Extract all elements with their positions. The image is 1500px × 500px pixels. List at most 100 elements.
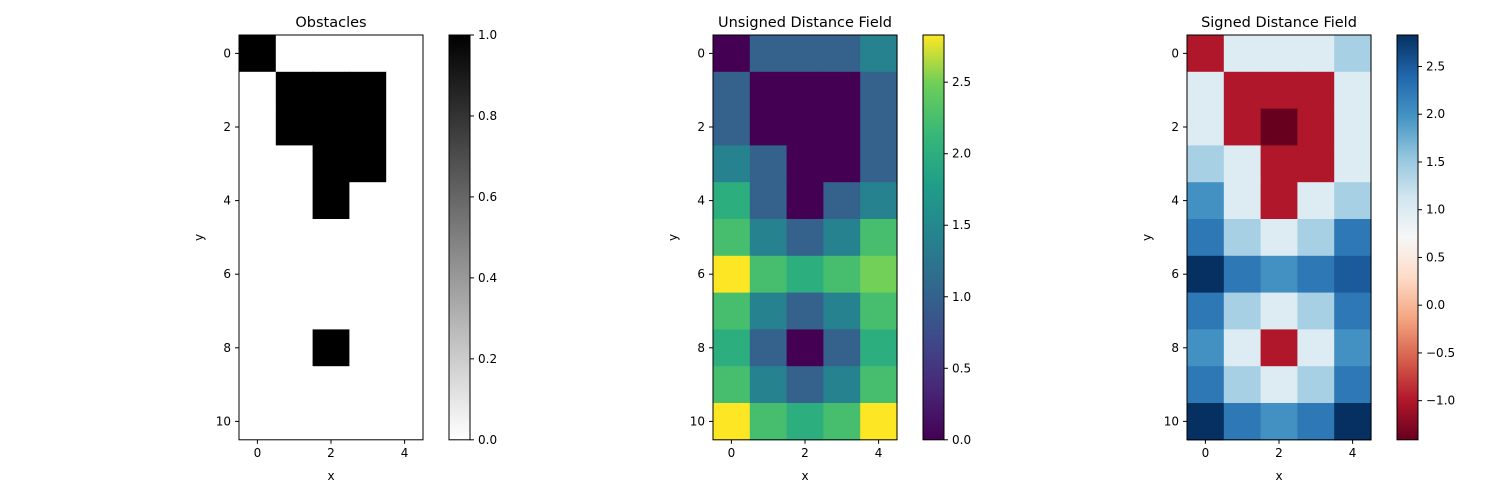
x-tick-label: 2 (801, 446, 809, 460)
x-tick-label: 0 (254, 446, 262, 460)
heatmap-cell (1297, 255, 1335, 294)
heatmap-cell (1260, 108, 1298, 146)
heatmap-cell (1260, 71, 1298, 110)
y-tick-label: 6 (1171, 267, 1179, 281)
heatmap-cell (1297, 292, 1335, 330)
heatmap-cell (275, 329, 314, 367)
heatmap-cell (349, 108, 387, 146)
heatmap-cell (1223, 255, 1262, 294)
heatmap-cell (1187, 403, 1225, 441)
colorbar-tick-label: 0.2 (478, 352, 497, 366)
y-tick-label: 4 (697, 194, 705, 208)
heatmap-cell (1297, 145, 1335, 183)
x-tick-label: 4 (1349, 446, 1357, 460)
heatmap-cell (786, 255, 824, 294)
heatmap-cell (1260, 35, 1298, 73)
heatmap-cell (1223, 145, 1262, 183)
heatmap-cell (386, 145, 424, 183)
heatmap-cell (823, 219, 861, 257)
heatmap-cell (1334, 255, 1372, 294)
heatmap-cell (349, 35, 387, 73)
heatmap-cell (1334, 145, 1372, 183)
heatmap-cell (349, 71, 387, 110)
heatmap-cell (239, 329, 277, 367)
colorbar-tick-label: 1.5 (1426, 155, 1445, 169)
heatmap-cell (1334, 71, 1372, 110)
colorbar-tick-label: 0.0 (478, 433, 497, 447)
heatmap-cell (786, 366, 824, 404)
y-tick-label: 4 (223, 194, 231, 208)
heatmap-cell (1187, 71, 1225, 110)
heatmap-cell (349, 403, 387, 441)
y-tick-label: 4 (1171, 194, 1179, 208)
heatmap-cell (713, 108, 751, 146)
heatmap-cell (1187, 255, 1225, 294)
y-tick-label: 10 (216, 414, 231, 428)
heatmap-cell (349, 255, 387, 294)
heatmap-cell (749, 403, 788, 441)
heatmap-cell (749, 71, 788, 110)
heatmap-cell (239, 255, 277, 294)
heatmap-cell (1223, 329, 1262, 367)
heatmap-cell (749, 219, 788, 257)
heatmap-cell (1260, 219, 1298, 257)
heatmap-cell (386, 219, 424, 257)
heatmap-cell (1297, 108, 1335, 146)
x-tick-label: 2 (1275, 446, 1283, 460)
chart-title: Signed Distance Field (1201, 15, 1357, 31)
heatmap-cell (1334, 292, 1372, 330)
colorbar-tick-label: 2.0 (952, 147, 971, 161)
heatmap-cell (713, 403, 751, 441)
heatmap-cell (312, 71, 350, 110)
heatmap-cell (312, 182, 350, 220)
heatmap-cell (275, 403, 314, 441)
heatmap-cell (239, 366, 277, 404)
colorbar-tick-label: 2.5 (952, 75, 971, 89)
heatmap-cell (1297, 35, 1335, 73)
heatmap-cell (1334, 403, 1372, 441)
y-tick-label: 8 (223, 341, 231, 355)
x-tick-label: 4 (401, 446, 409, 460)
heatmap-cell (823, 182, 861, 220)
heatmap-cell (1297, 219, 1335, 257)
heatmap-cell (386, 329, 424, 367)
x-axis-label: x (801, 469, 808, 483)
colorbar (1396, 34, 1419, 441)
heatmap-cell (239, 108, 277, 146)
heatmap-cell (1297, 182, 1335, 220)
heatmap-cell (786, 219, 824, 257)
y-tick-label: 0 (1171, 46, 1179, 60)
x-axis-label: x (1275, 469, 1282, 483)
colorbar-tick-label: 1.0 (952, 290, 971, 304)
heatmap-cell (713, 255, 751, 294)
heatmap-cell (786, 329, 824, 367)
heatmap-cell (312, 219, 350, 257)
y-tick-label: 2 (1171, 120, 1179, 134)
x-tick-label: 0 (728, 446, 736, 460)
y-tick-label: 8 (1171, 341, 1179, 355)
y-tick-label: 0 (223, 46, 231, 60)
heatmap-cell (786, 108, 824, 146)
heatmap-cell (823, 292, 861, 330)
heatmap-cell (749, 292, 788, 330)
heatmap-cell (749, 35, 788, 73)
colorbar-tick-label: 0.5 (952, 361, 971, 375)
heatmap-cell (349, 329, 387, 367)
heatmap-cell (312, 366, 350, 404)
heatmap-cell (312, 35, 350, 73)
heatmap-cell (386, 366, 424, 404)
colorbar-tick-label: 1.0 (478, 28, 497, 42)
heatmap-cell (1260, 182, 1298, 220)
heatmap-cell (239, 71, 277, 110)
heatmap-cell (860, 329, 898, 367)
heatmap-cell (1187, 145, 1225, 183)
heatmap-cell (275, 71, 314, 110)
heatmap-cell (749, 108, 788, 146)
heatmap-cell (386, 403, 424, 441)
heatmap-cell (1187, 292, 1225, 330)
y-tick-label: 10 (1164, 414, 1179, 428)
heatmap-cell (1334, 35, 1372, 73)
heatmap-cell (713, 329, 751, 367)
heatmap-cell (860, 145, 898, 183)
colorbar-tick-label: 2.5 (1426, 60, 1445, 74)
